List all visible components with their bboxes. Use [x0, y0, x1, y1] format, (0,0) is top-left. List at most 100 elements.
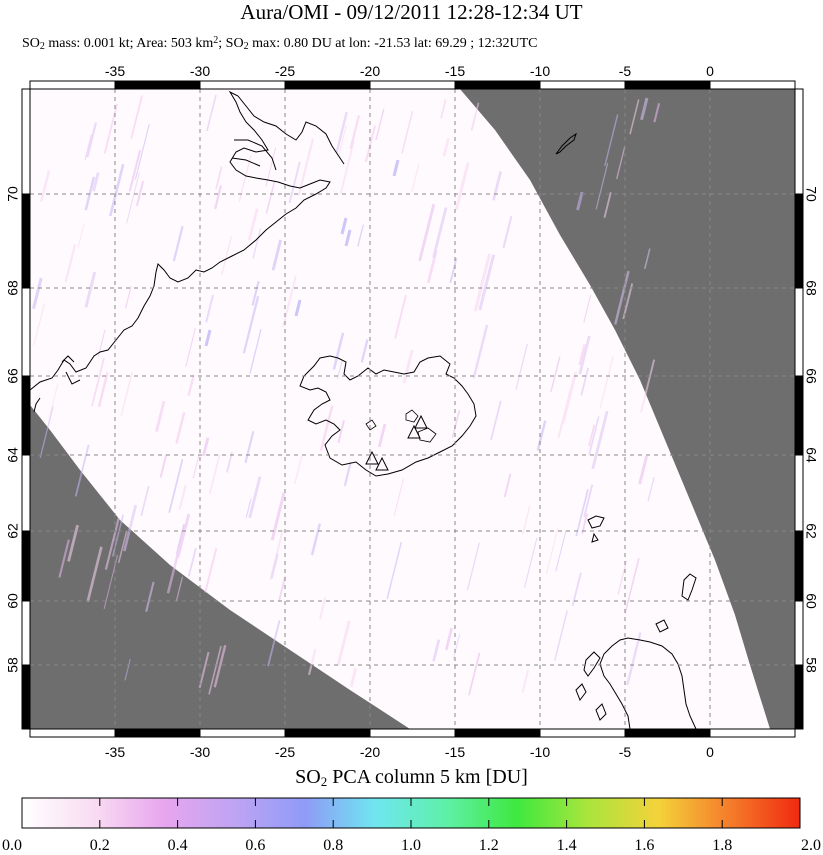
border-bar-right [794, 375, 804, 456]
lon-tick-label-top: -5 [619, 63, 632, 79]
so2-streak [536, 420, 547, 451]
so2-streaks [32, 94, 661, 696]
so2-streak [33, 303, 45, 346]
so2-streak [394, 294, 407, 339]
so2-streak [492, 171, 502, 201]
so2-streak [614, 270, 630, 325]
so2-streak [32, 277, 43, 310]
border-bar-right [794, 287, 804, 377]
so2-streak [103, 103, 119, 154]
so2-streak [187, 547, 197, 577]
so2-streak [588, 416, 600, 456]
so2-streak [473, 253, 492, 312]
so2-streak [67, 524, 79, 562]
so2-streak [208, 454, 221, 495]
so2-streak [319, 596, 327, 620]
border-bar-left [21, 600, 31, 666]
so2-streak [490, 400, 502, 441]
so2-streak [271, 239, 283, 271]
so2-streak [104, 517, 120, 570]
so2-streak [470, 102, 480, 131]
colorbar-ticks [21, 798, 801, 828]
so2-streak [198, 651, 210, 689]
coastline-shetland [681, 573, 697, 601]
so2-streak [192, 454, 200, 479]
so2-streak [561, 371, 578, 424]
so2-streak-strong [204, 329, 212, 347]
coastline-hebrides [575, 651, 607, 721]
so2-streak [126, 172, 140, 224]
so2-streak [252, 228, 262, 259]
so2-streak [124, 658, 131, 681]
lat-tick-labels-right: 70 68 66 64 62 60 58 [803, 186, 819, 673]
so2-streak [581, 513, 589, 534]
lon-tick-label-top: -35 [105, 63, 125, 79]
lon-tick-label-bottom: -30 [190, 744, 210, 760]
so2-streak [117, 530, 128, 564]
lat-tick-label-right: 66 [803, 368, 819, 384]
lon-tick-label-top: -25 [275, 63, 295, 79]
so2-streak [297, 138, 315, 196]
border-bar-top [29, 80, 116, 90]
so2-streak [466, 542, 480, 591]
border-bar-bottom [29, 728, 116, 738]
so2-streak [221, 235, 233, 275]
so2-streak [175, 576, 184, 602]
so2-streak [571, 572, 582, 607]
so2-streak [478, 254, 496, 311]
so2-streak [523, 537, 538, 588]
border-bar-left [21, 454, 31, 532]
so2-streak [39, 406, 54, 458]
so2-streak-strong [392, 159, 400, 177]
data-swath [30, 89, 770, 729]
so2-streak [168, 458, 184, 513]
lon-tick-label-bottom: -25 [275, 744, 295, 760]
so2-streak [248, 476, 262, 519]
colorbar-label: 0.2 [90, 837, 110, 854]
so2-streak [343, 461, 352, 487]
border-bar-right [794, 193, 804, 289]
coastline-orkney [655, 619, 669, 633]
so2-streak [595, 162, 609, 210]
so2-streak [84, 134, 92, 161]
so2-streak [468, 652, 481, 696]
so2-streak [84, 271, 97, 308]
border-bar-bottom [709, 728, 796, 738]
border-bar-bottom [114, 728, 201, 738]
so2-streak [349, 115, 361, 150]
map-title: Aura/OMI - 09/12/2011 12:28-12:34 UT [240, 0, 583, 24]
so2-streak [502, 215, 513, 249]
colorbar-label: 1.0 [401, 837, 421, 854]
border-bar-top [709, 80, 796, 90]
so2-streak [86, 546, 103, 603]
lat-tick-label-left: 68 [5, 280, 21, 296]
border-bar-left [21, 530, 31, 602]
lat-tick-label-left: 58 [5, 657, 21, 673]
so2-streak-strong [340, 217, 348, 235]
so2-streak [91, 357, 105, 407]
so2-streak [442, 137, 450, 157]
so2-streak [332, 332, 345, 370]
lon-tick-label-top: -10 [530, 63, 550, 79]
so2-streak [626, 632, 642, 686]
border-bar-left [21, 193, 31, 289]
so2-streak [638, 455, 649, 485]
lon-tick-label-bottom: 0 [706, 744, 714, 760]
so2-streak [336, 620, 351, 667]
so2-streak [159, 454, 168, 478]
so2-streak [545, 528, 559, 574]
colorbar-title: SO2 PCA column 5 km [DU] [295, 766, 528, 789]
so2-streak [337, 420, 345, 444]
so2-streak [522, 505, 531, 535]
border-bar-top [539, 80, 626, 90]
so2-streak [357, 224, 364, 247]
so2-streak [599, 355, 614, 409]
lat-tick-label-right: 70 [803, 186, 819, 202]
lon-tick-label-top: -15 [445, 63, 465, 79]
so2-streak [201, 437, 210, 457]
so2-streak [74, 444, 90, 497]
so2-streak [432, 639, 441, 662]
lon-tick-label-bottom: -35 [105, 744, 125, 760]
so2-streak [247, 208, 259, 241]
so2-streak [140, 485, 150, 516]
